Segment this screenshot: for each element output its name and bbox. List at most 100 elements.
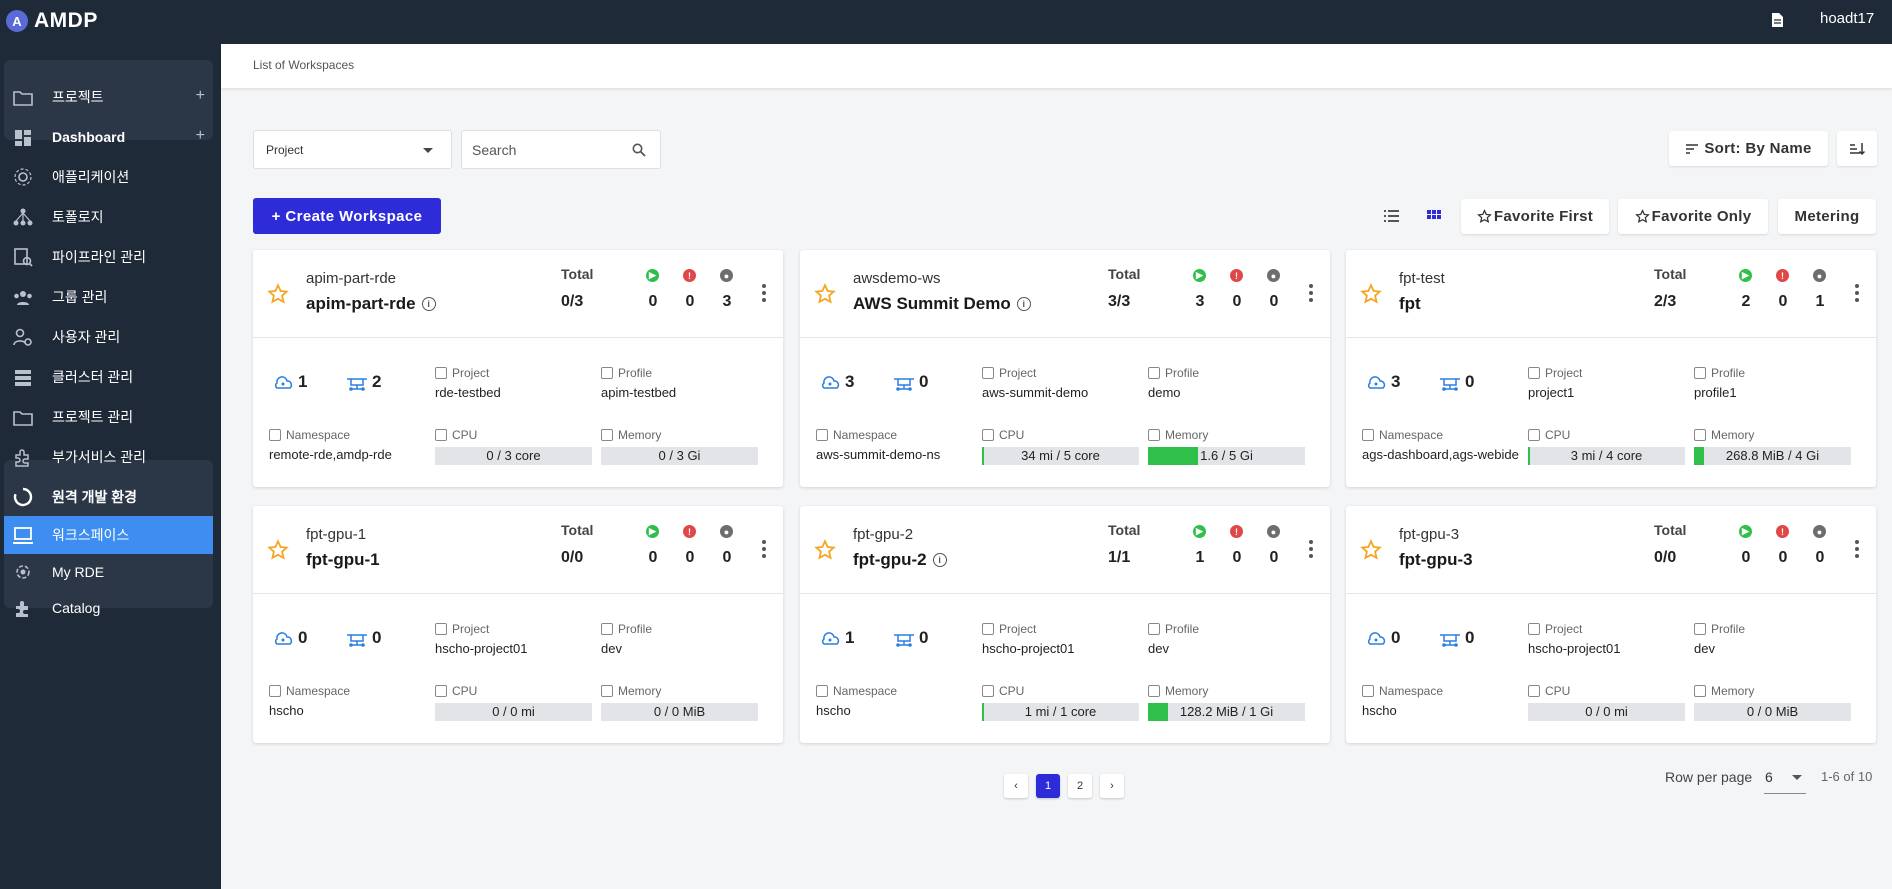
sidebar-item-application[interactable]: 애플리케이션 [4,158,213,196]
workspace-title[interactable]: fpt-gpu-3 [1399,550,1473,570]
workspace-title[interactable]: fpt-gpu-2 i [853,550,947,570]
project-field-label: Project [982,622,1036,636]
workspace-title[interactable]: AWS Summit Demo i [853,294,1031,314]
workspace-card[interactable]: fpt-gpu-3 fpt-gpu-3 Total 0/0 ▶! ● 0 0 0 0 0 Projec… [1346,506,1876,743]
chevron-down-icon [1792,775,1802,780]
favorite-first-button[interactable]: Favorite First [1461,199,1609,234]
add-icon[interactable]: + [195,87,205,104]
workspace-card[interactable]: fpt-gpu-1 fpt-gpu-1 Total 0/0 ▶! ● 0 0 0 0 0 Projec… [253,506,783,743]
running-count: 0 [1741,549,1751,566]
folder-icon [13,91,33,106]
more-options-icon[interactable] [1855,284,1859,302]
cpu-usage-fill [982,703,984,721]
total-label: Total [561,266,594,282]
more-options-icon[interactable] [762,540,766,558]
profile-value: dev [601,641,622,656]
add-icon[interactable]: + [195,127,205,144]
namespace-icon [269,429,281,441]
sidebar-item-my-rde[interactable]: My RDE [4,553,213,591]
sidebar-item-addon-service[interactable]: 부가서비스 관리 [4,438,213,476]
error-status-icon: ! [683,525,696,538]
next-page-button[interactable]: › [1100,774,1124,798]
sidebar-item-project-folder[interactable]: 프로젝트 관리 [4,398,213,436]
sidebar-item-user-manage[interactable]: 사용자 관리 [4,318,213,356]
info-icon[interactable]: i [421,297,436,311]
prev-page-button[interactable]: ‹ [1004,774,1028,798]
favorite-star-icon[interactable] [1360,283,1382,305]
favorite-star-icon[interactable] [814,539,836,561]
favorite-star-icon[interactable] [814,283,836,305]
namespace-value: hscho [1362,703,1397,718]
page-button-1[interactable]: 1 [1036,774,1060,798]
workspace-title[interactable]: fpt-gpu-1 [306,550,380,570]
cpu-usage-text: 3 mi / 4 core [1570,448,1643,463]
app-logo[interactable]: A AMDP [6,9,98,33]
search-input[interactable] [472,139,622,161]
search-field[interactable] [461,130,661,169]
workspace-display-name: fpt-gpu-1 [306,550,380,569]
metering-button[interactable]: Metering [1778,199,1876,234]
running-count: 2 [1741,293,1751,310]
workspace-card[interactable]: fpt-test fpt Total 2/3 ▶! ● 2 0 1 3 0 Project projec… [1346,250,1876,487]
sidebar-item-remote-dev[interactable]: 원격 개발 환경 [4,478,213,516]
running-status-icon: ▶ [1193,525,1206,538]
namespace-icon [816,685,828,697]
more-options-icon[interactable] [1309,540,1313,558]
sidebar-item-folder[interactable]: 프로젝트 + [4,78,213,116]
create-workspace-button[interactable]: + Create Workspace [253,198,441,234]
cpu-icon [1528,685,1540,697]
sidebar-item-workspace[interactable]: 워크스페이스 [4,516,213,554]
memory-field-label: Memory [1694,428,1754,442]
sidebar-item-dashboard[interactable]: Dashboard + [4,118,213,156]
memory-icon [1694,685,1706,697]
memory-usage-text: 0 / 3 Gi [658,448,701,463]
sidebar-item-group[interactable]: 그룹 관리 [4,278,213,316]
fargate-icon [347,378,367,391]
sidebar-item-puzzle[interactable]: Catalog [4,589,213,627]
sort-direction-button[interactable] [1837,131,1877,166]
cpu-field-label: CPU [982,428,1024,442]
info-icon[interactable]: i [1016,297,1031,311]
rows-per-page-select[interactable]: 6 [1764,764,1806,794]
card-divider [253,593,783,594]
page-button-2[interactable]: 2 [1068,774,1092,798]
info-icon[interactable]: i [932,553,947,567]
group-icon [14,291,32,305]
favorite-star-icon[interactable] [1360,539,1382,561]
workspace-card[interactable]: awsdemo-ws AWS Summit Demo i Total 3/3 ▶! ● 3 0 0… [800,250,1330,487]
sort-button[interactable]: Sort: By Name [1669,131,1828,166]
workspace-display-name: AWS Summit Demo [853,294,1011,313]
project-icon [1528,367,1540,379]
stopped-status-icon: ● [720,525,733,538]
cpu-usage-bar: 3 mi / 4 core [1528,447,1685,465]
grid-view-icon[interactable] [1425,207,1443,225]
list-view-icon[interactable] [1382,207,1400,225]
favorite-only-button[interactable]: Favorite Only [1618,199,1768,234]
workspace-card[interactable]: fpt-gpu-2 fpt-gpu-2 i Total 1/1 ▶! ● 1 0 0 1 0 Proje… [800,506,1330,743]
search-icon[interactable] [632,143,646,157]
profile-value: dev [1148,641,1169,656]
document-icon[interactable] [1771,12,1784,28]
workspace-card[interactable]: apim-part-rde apim-part-rde i Total 0/3 ▶! ● 0 0… [253,250,783,487]
workspace-id: awsdemo-ws [853,270,941,287]
node-icon [821,376,840,389]
namespace-icon [269,685,281,697]
favorite-star-icon[interactable] [267,283,289,305]
project-select[interactable]: Project [253,130,452,169]
favorite-star-icon[interactable] [267,539,289,561]
sidebar-item-topology[interactable]: 토폴로지 [4,198,213,236]
namespace-field-label: Namespace [1362,428,1443,442]
cpu-usage-text: 0 / 3 core [486,448,541,463]
more-options-icon[interactable] [762,284,766,302]
fargate-icon [347,634,367,647]
sidebar-item-cluster[interactable]: 클러스터 관리 [4,358,213,396]
workspace-title[interactable]: fpt [1399,294,1421,314]
more-options-icon[interactable] [1309,284,1313,302]
workspace-title[interactable]: apim-part-rde i [306,294,436,314]
sidebar-item-pipeline[interactable]: 파이프라인 관리 [4,238,213,276]
user-menu[interactable]: hoadt17 [1820,10,1875,27]
fargate-count: 2 [372,372,382,391]
sort-direction-icon [1850,142,1865,155]
more-options-icon[interactable] [1855,540,1859,558]
fargate-count: 0 [1465,628,1475,647]
